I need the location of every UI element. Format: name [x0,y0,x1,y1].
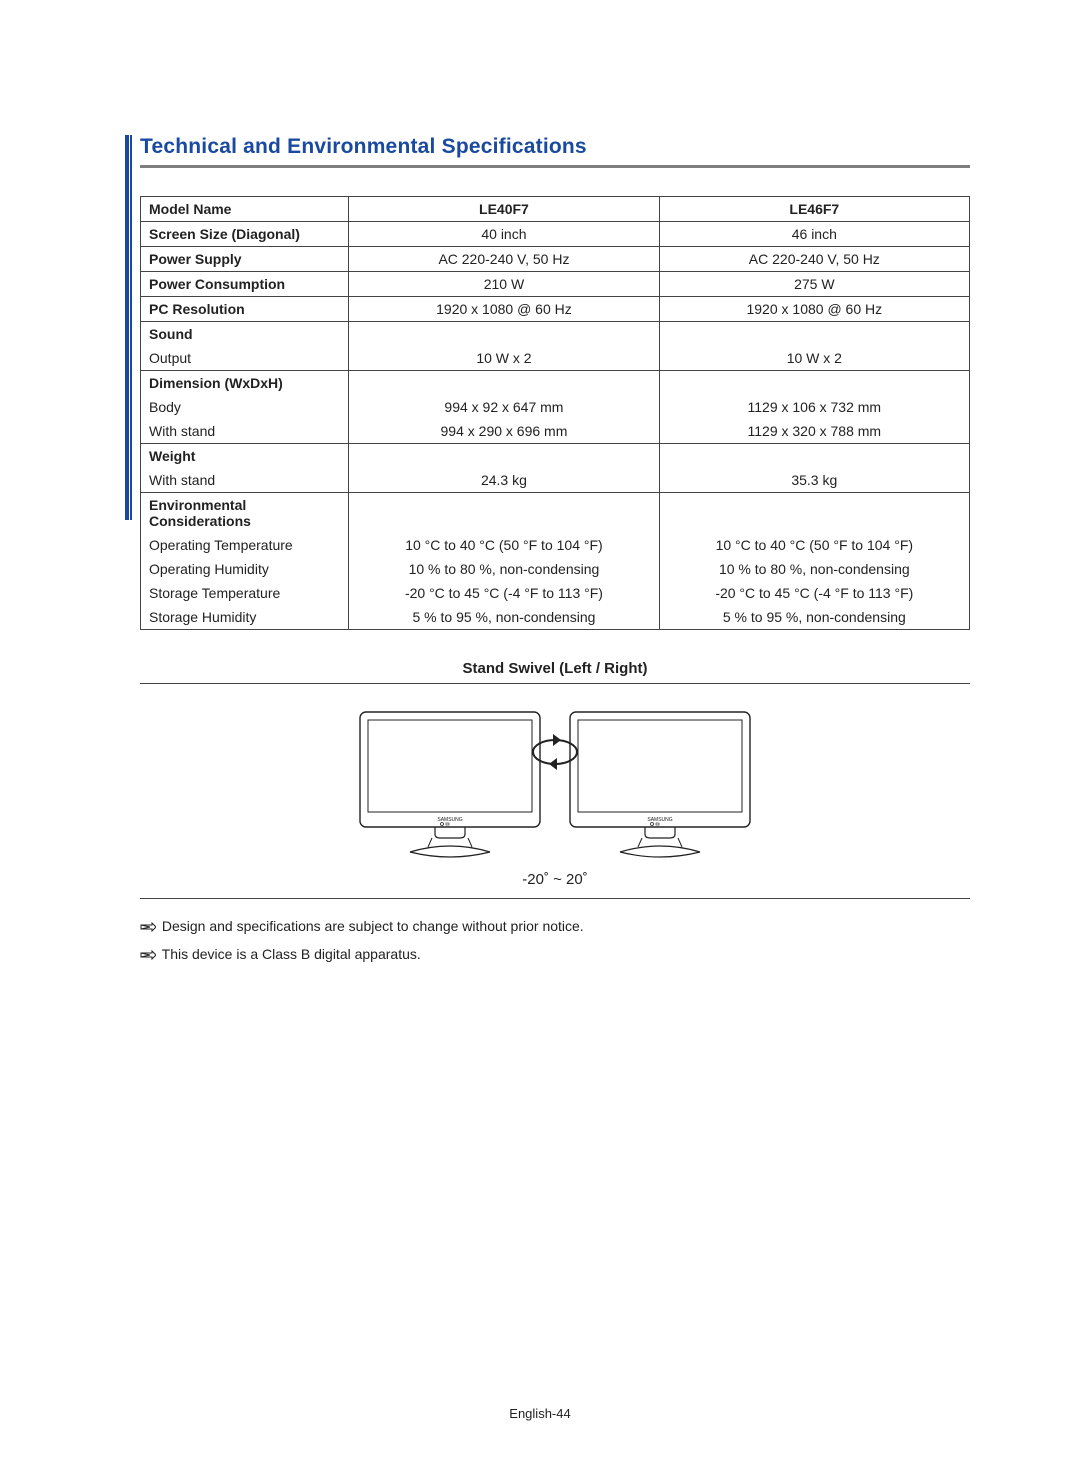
header-col1: LE40F7 [349,197,659,222]
row-label: Body [141,395,349,419]
page-footer: English-44 [0,1406,1080,1421]
row-col2: 1129 x 320 x 788 mm [659,419,969,444]
table-row: Storage Humidity5 % to 95 %, non-condens… [141,605,970,630]
row-label: Screen Size (Diagonal) [141,222,349,247]
row-col2 [659,322,969,347]
row-col2: 10 W x 2 [659,346,969,371]
row-col2: AC 220-240 V, 50 Hz [659,247,969,272]
row-label: Operating Humidity [141,557,349,581]
table-row: Body994 x 92 x 647 mm1129 x 106 x 732 mm [141,395,970,419]
note-2-text: This device is a Class B digital apparat… [162,946,421,962]
row-col1: 210 W [349,272,659,297]
row-col2: 35.3 kg [659,468,969,493]
table-row: Weight [141,444,970,469]
row-col1 [349,493,659,534]
row-label: With stand [141,419,349,444]
row-col2: 10 % to 80 %, non-condensing [659,557,969,581]
row-label: Dimension (WxDxH) [141,371,349,396]
row-col1 [349,371,659,396]
row-label: Storage Temperature [141,581,349,605]
table-row: Operating Temperature10 °C to 40 °C (50 … [141,533,970,557]
row-col1: -20 °C to 45 °C (-4 °F to 113 °F) [349,581,659,605]
table-row: Environmental Considerations [141,493,970,534]
svg-text:SAMSUNG: SAMSUNG [437,817,462,823]
row-label: Weight [141,444,349,469]
table-row: Dimension (WxDxH) [141,371,970,396]
row-label: Environmental Considerations [141,493,349,534]
swivel-section: Stand Swivel (Left / Right) SAMSUNG [140,660,970,899]
row-col1 [349,322,659,347]
row-col1: 10 % to 80 %, non-condensing [349,557,659,581]
table-row: With stand994 x 290 x 696 mm1129 x 320 x… [141,419,970,444]
title-underline [140,165,970,168]
specs-table: Model Name LE40F7 LE46F7 Screen Size (Di… [140,196,970,630]
row-col1 [349,444,659,469]
row-col2: 5 % to 95 %, non-condensing [659,605,969,630]
table-row: Power Consumption210 W275 W [141,272,970,297]
table-row: Sound [141,322,970,347]
table-row: Output10 W x 210 W x 2 [141,346,970,371]
row-col1: 10 °C to 40 °C (50 °F to 104 °F) [349,533,659,557]
note-1-text: Design and specifications are subject to… [162,918,584,934]
row-label: Sound [141,322,349,347]
row-col2: 46 inch [659,222,969,247]
row-label: Power Consumption [141,272,349,297]
row-col1: 10 W x 2 [349,346,659,371]
row-col1: 24.3 kg [349,468,659,493]
table-header-row: Model Name LE40F7 LE46F7 [141,197,970,222]
row-col1: 994 x 92 x 647 mm [349,395,659,419]
swivel-title: Stand Swivel (Left / Right) [140,660,970,684]
swivel-figure: SAMSUNG SAMSUNG [140,702,970,867]
row-label: With stand [141,468,349,493]
note-2: This device is a Class B digital apparat… [140,941,970,969]
row-label: Power Supply [141,247,349,272]
header-col2: LE46F7 [659,197,969,222]
header-label: Model Name [141,197,349,222]
table-row: PC Resolution1920 x 1080 @ 60 Hz1920 x 1… [141,297,970,322]
swivel-range: -20˚ ~ 20˚ [140,871,970,888]
row-col1: 1920 x 1080 @ 60 Hz [349,297,659,322]
row-label: PC Resolution [141,297,349,322]
side-accent-rule [125,135,133,520]
row-col2 [659,444,969,469]
row-col2: -20 °C to 45 °C (-4 °F to 113 °F) [659,581,969,605]
note-arrow-icon [140,914,158,941]
row-col2: 1129 x 106 x 732 mm [659,395,969,419]
row-col2: 275 W [659,272,969,297]
row-label: Storage Humidity [141,605,349,630]
row-col1: AC 220-240 V, 50 Hz [349,247,659,272]
row-col1: 5 % to 95 %, non-condensing [349,605,659,630]
table-row: Power SupplyAC 220-240 V, 50 HzAC 220-24… [141,247,970,272]
table-row: Storage Temperature-20 °C to 45 °C (-4 °… [141,581,970,605]
table-row: Operating Humidity10 % to 80 %, non-cond… [141,557,970,581]
note-arrow-icon [140,942,158,969]
row-col2: 10 °C to 40 °C (50 °F to 104 °F) [659,533,969,557]
note-1: Design and specifications are subject to… [140,913,970,941]
row-col1: 994 x 290 x 696 mm [349,419,659,444]
section-title: Technical and Environmental Specificatio… [140,135,970,159]
table-row: Screen Size (Diagonal)40 inch46 inch [141,222,970,247]
table-row: With stand24.3 kg35.3 kg [141,468,970,493]
row-label: Output [141,346,349,371]
swivel-underline [140,898,970,899]
row-col2 [659,493,969,534]
row-col1: 40 inch [349,222,659,247]
row-col2 [659,371,969,396]
row-label: Operating Temperature [141,533,349,557]
row-col2: 1920 x 1080 @ 60 Hz [659,297,969,322]
svg-text:SAMSUNG: SAMSUNG [647,817,672,823]
